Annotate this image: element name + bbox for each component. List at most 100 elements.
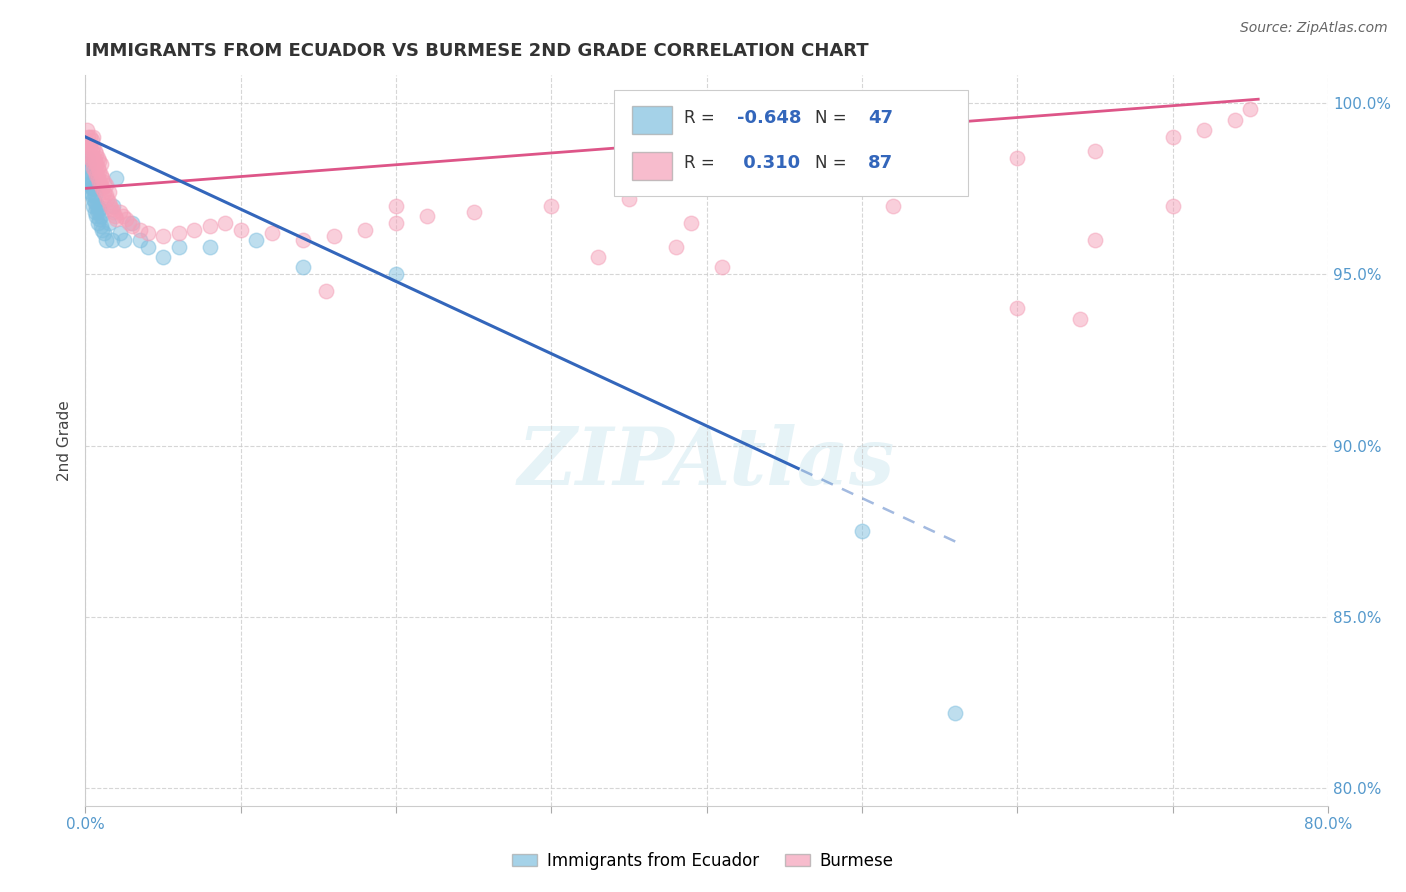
Point <box>260 226 283 240</box>
Point <box>291 260 314 275</box>
Point <box>87 161 110 175</box>
Point <box>928 157 950 171</box>
Text: N =: N = <box>815 153 852 172</box>
Point <box>79 130 101 145</box>
Point <box>93 226 115 240</box>
Point <box>1223 112 1246 127</box>
Point <box>77 130 100 145</box>
Point <box>167 226 190 240</box>
Point <box>198 240 221 254</box>
Point <box>84 157 107 171</box>
Text: N =: N = <box>815 109 852 127</box>
Point <box>540 198 562 212</box>
Point <box>80 144 103 158</box>
Point <box>385 267 408 281</box>
Point <box>87 171 110 186</box>
Point <box>103 198 125 212</box>
Text: R =: R = <box>685 153 720 172</box>
Point <box>111 209 134 223</box>
Point <box>101 233 124 247</box>
Point <box>385 198 408 212</box>
Point <box>851 524 873 539</box>
Point <box>76 151 98 165</box>
Point <box>229 222 252 236</box>
Point <box>93 185 115 199</box>
Point <box>1007 151 1029 165</box>
Point <box>90 178 112 192</box>
Point <box>79 140 101 154</box>
Point <box>98 198 121 212</box>
Point <box>323 229 346 244</box>
Point <box>711 260 734 275</box>
Point <box>463 205 485 219</box>
Point <box>696 181 718 195</box>
Point <box>83 205 105 219</box>
Point <box>245 233 267 247</box>
Point <box>1069 311 1091 326</box>
Point <box>89 212 111 227</box>
Text: R =: R = <box>685 109 720 127</box>
Point <box>87 216 110 230</box>
Point <box>121 216 143 230</box>
Point <box>84 168 107 182</box>
Point <box>1161 198 1184 212</box>
Point <box>136 240 159 254</box>
Point <box>77 147 100 161</box>
Point <box>198 219 221 233</box>
Point <box>82 198 104 212</box>
Point <box>91 222 114 236</box>
Y-axis label: 2nd Grade: 2nd Grade <box>58 400 72 481</box>
Point <box>83 188 105 202</box>
Point <box>1161 130 1184 145</box>
Point <box>183 222 205 236</box>
Point <box>114 212 136 227</box>
Point <box>121 219 143 233</box>
Point <box>1192 123 1215 137</box>
Point <box>77 164 100 178</box>
Point <box>112 233 135 247</box>
Point <box>87 205 110 219</box>
Text: Source: ZipAtlas.com: Source: ZipAtlas.com <box>1240 21 1388 35</box>
Point <box>77 157 100 171</box>
Point <box>108 205 131 219</box>
Point <box>97 195 120 210</box>
Point <box>76 164 98 178</box>
Point <box>385 216 408 230</box>
FancyBboxPatch shape <box>613 90 967 195</box>
Point <box>315 284 337 298</box>
Point <box>128 222 150 236</box>
Point <box>1007 301 1029 316</box>
Point <box>882 198 904 212</box>
Point <box>79 171 101 186</box>
Point <box>82 181 104 195</box>
Point <box>128 233 150 247</box>
Point <box>94 233 117 247</box>
Point <box>83 153 105 168</box>
Text: IMMIGRANTS FROM ECUADOR VS BURMESE 2ND GRADE CORRELATION CHART: IMMIGRANTS FROM ECUADOR VS BURMESE 2ND G… <box>86 42 869 60</box>
Point <box>80 174 103 188</box>
Point <box>89 174 111 188</box>
Point <box>76 136 98 151</box>
Point <box>84 147 107 161</box>
Point <box>89 164 111 178</box>
Point <box>90 157 112 171</box>
Bar <box>633 152 672 179</box>
Point <box>586 250 609 264</box>
Text: 87: 87 <box>869 153 893 172</box>
Point <box>291 233 314 247</box>
Point <box>82 130 104 145</box>
Point <box>943 706 966 720</box>
Point <box>80 153 103 168</box>
Point <box>79 178 101 192</box>
Point <box>103 205 125 219</box>
Point <box>152 229 174 244</box>
Point <box>89 153 111 168</box>
Point <box>105 171 128 186</box>
Point <box>77 136 100 151</box>
Point <box>80 181 103 195</box>
Point <box>83 195 105 210</box>
Point <box>152 250 174 264</box>
Point <box>354 222 377 236</box>
Text: 47: 47 <box>869 109 893 127</box>
Legend: Immigrants from Ecuador, Burmese: Immigrants from Ecuador, Burmese <box>506 846 900 877</box>
